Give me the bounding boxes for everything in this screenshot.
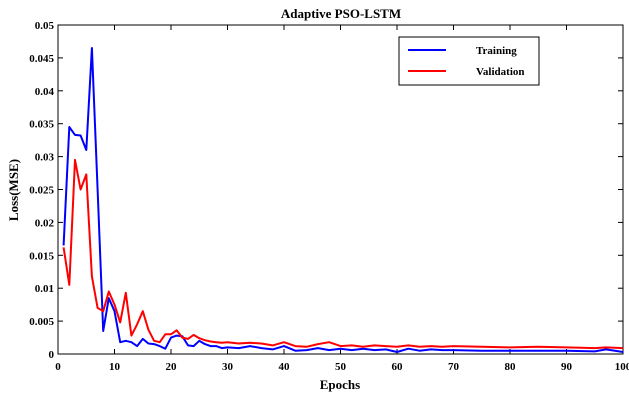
x-tick-label: 60 (392, 361, 404, 373)
y-tick-label: 0.01 (35, 283, 54, 295)
series-lines (62, 47, 624, 353)
y-tick-label: 0.045 (29, 53, 54, 65)
y-tick-label: 0.04 (35, 86, 55, 98)
y-tick-label: 0.02 (35, 217, 55, 229)
axis-ticks: 0 10 20 30 40 50 60 70 80 90 100 0 0.005 0.01 0.015 0.0… (29, 20, 629, 373)
x-tick-label: 0 (55, 361, 61, 373)
y-tick-label: 0.025 (29, 185, 54, 197)
x-tick-label: 90 (561, 361, 573, 373)
y-tick-label: 0 (49, 349, 55, 361)
x-tick-label: 30 (222, 361, 234, 373)
x-axis-title: Epochs (320, 377, 360, 392)
y-tick-label: 0.005 (29, 316, 54, 328)
x-tick-label: 100 (615, 361, 629, 373)
x-tick-label: 40 (279, 361, 291, 373)
legend-label-training: Training (476, 45, 517, 57)
legend-label-validation: Validation (476, 66, 525, 78)
legend-box (398, 36, 540, 86)
chart-title: Adaptive PSO-LSTM (281, 6, 401, 21)
x-tick-label: 10 (109, 361, 121, 373)
y-tick-label: 0.015 (29, 250, 54, 262)
x-tick-label: 20 (166, 361, 178, 373)
series-line-training (62, 47, 624, 353)
x-tick-label: 50 (335, 361, 347, 373)
x-tick-label: 80 (505, 361, 517, 373)
y-tick-label: 0.05 (35, 20, 55, 32)
y-tick-label: 0.03 (35, 152, 55, 164)
y-axis-title: Loss(MSE) (6, 159, 21, 221)
y-tick-label: 0.035 (29, 119, 54, 131)
x-tick-label: 70 (448, 361, 460, 373)
series-line-validation (62, 158, 624, 350)
legend: Training Validation (398, 36, 540, 86)
